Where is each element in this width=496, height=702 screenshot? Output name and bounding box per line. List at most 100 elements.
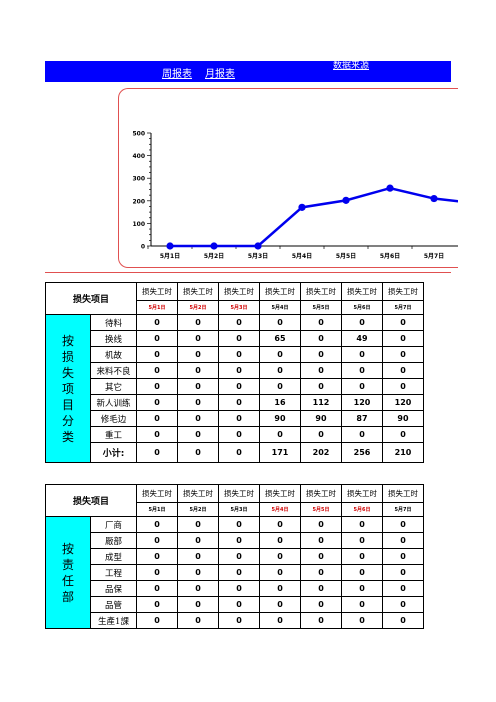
row-label: 厂商 bbox=[90, 516, 137, 533]
cell-value: 0 bbox=[300, 564, 342, 581]
cell-value: 0 bbox=[136, 378, 178, 395]
x-tick-label: 5月4日 bbox=[292, 252, 312, 260]
subtotal-value: 256 bbox=[341, 442, 383, 463]
column-header: 损失工时 bbox=[341, 484, 383, 503]
column-header: 损失工时 bbox=[259, 484, 301, 503]
cell-value: 0 bbox=[300, 314, 342, 331]
row-label: 修毛边 bbox=[90, 410, 137, 427]
cell-value: 0 bbox=[382, 330, 424, 347]
date-header: 5月3日 bbox=[218, 502, 260, 517]
date-header: 5月1日 bbox=[136, 300, 178, 315]
cell-value: 0 bbox=[136, 548, 178, 565]
cell-value: 0 bbox=[300, 612, 342, 629]
table-row: 其它 0 0 0 0 0 0 0 bbox=[46, 378, 424, 395]
cell-value: 0 bbox=[136, 580, 178, 597]
table-row: 修毛边 0 0 0 90 90 87 90 bbox=[46, 410, 424, 427]
cell-value: 0 bbox=[177, 410, 219, 427]
loss-by-item-table: 损失项目 损失工时 损失工时 损失工时 损失工时 损失工时 损失工时 损失工时 5月1日 5月2日… bbox=[45, 282, 424, 463]
cell-value: 0 bbox=[341, 548, 383, 565]
cell-value: 0 bbox=[259, 362, 301, 379]
cell-value: 0 bbox=[177, 516, 219, 533]
cell-value: 0 bbox=[382, 612, 424, 629]
x-tick-label: 5月3日 bbox=[248, 252, 268, 260]
cell-value: 0 bbox=[177, 330, 219, 347]
cell-value: 0 bbox=[177, 548, 219, 565]
category-label: 按损失项目分类 bbox=[45, 314, 91, 463]
data-point bbox=[298, 203, 306, 211]
cell-value: 0 bbox=[259, 346, 301, 363]
cell-value: 0 bbox=[136, 330, 178, 347]
cell-value: 0 bbox=[218, 596, 260, 613]
cell-value: 120 bbox=[341, 394, 383, 411]
cell-value: 0 bbox=[218, 580, 260, 597]
cell-value: 0 bbox=[136, 410, 178, 427]
table-row: 按责任部 厂商 0 0 0 0 0 0 0 bbox=[45, 516, 424, 629]
cell-value: 0 bbox=[300, 596, 342, 613]
cell-value: 0 bbox=[382, 564, 424, 581]
cell-value: 0 bbox=[259, 548, 301, 565]
cell-value: 0 bbox=[177, 314, 219, 331]
cell-value: 0 bbox=[341, 362, 383, 379]
cell-value: 0 bbox=[136, 516, 178, 533]
x-tick-label: 5月7日 bbox=[424, 252, 444, 260]
cell-value: 0 bbox=[177, 346, 219, 363]
table-row: 来料不良 0 0 0 0 0 0 0 bbox=[46, 362, 424, 379]
subtotal-value: 202 bbox=[300, 442, 342, 463]
row-label: 其它 bbox=[90, 378, 137, 395]
x-tick-label: 5月6日 bbox=[380, 252, 400, 260]
date-header: 5月4日 bbox=[259, 502, 301, 517]
cell-value: 0 bbox=[259, 612, 301, 629]
cell-value: 0 bbox=[218, 612, 260, 629]
cell-value: 0 bbox=[259, 532, 301, 549]
row-label: 机故 bbox=[90, 346, 137, 363]
chart-canvas: 0 100 200 300 400 500 5月1日 5月2日 5月3日 5月4日 5月5日 5月6日… bbox=[132, 131, 458, 260]
cell-value: 0 bbox=[300, 516, 342, 533]
y-tick-label: 100 bbox=[132, 221, 145, 228]
date-header: 5月7日 bbox=[382, 502, 424, 517]
cell-value: 0 bbox=[300, 330, 342, 347]
cell-value: 0 bbox=[218, 532, 260, 549]
cell-value: 90 bbox=[259, 410, 301, 427]
cell-value: 0 bbox=[300, 548, 342, 565]
x-tick-label: 5月1日 bbox=[160, 252, 180, 260]
table-row: 按损失项目分类 待料 0 0 0 0 0 0 0 bbox=[45, 314, 424, 463]
y-tick-label: 200 bbox=[132, 198, 145, 205]
loss-by-department-table: 损失项目 损失工时 损失工时 损失工时 损失工时 损失工时 损失工时 损失工时 5月1日 5月2日… bbox=[45, 484, 424, 629]
row-label: 品管 bbox=[90, 596, 137, 613]
cell-value: 0 bbox=[136, 596, 178, 613]
column-header: 损失工时 bbox=[382, 282, 424, 301]
cell-value: 0 bbox=[177, 596, 219, 613]
date-header: 5月1日 bbox=[136, 502, 178, 517]
week-report-link[interactable]: 周报表 bbox=[162, 69, 192, 80]
cell-value: 0 bbox=[382, 548, 424, 565]
month-report-link[interactable]: 月报表 bbox=[205, 69, 235, 80]
cell-value: 0 bbox=[382, 516, 424, 533]
cell-value: 0 bbox=[259, 596, 301, 613]
cell-value: 0 bbox=[382, 362, 424, 379]
data-source-link[interactable]: 数据来源 bbox=[333, 61, 370, 71]
row-label: 新人训练 bbox=[90, 394, 137, 411]
cell-value: 0 bbox=[341, 580, 383, 597]
subtotal-row: 小计: 0 0 0 171 202 256 210 bbox=[46, 442, 424, 463]
date-header: 5月7日 bbox=[382, 300, 424, 315]
category-text: 按责任部 bbox=[61, 541, 74, 604]
x-tick-label: 5月5日 bbox=[336, 252, 356, 260]
subtotal-value: 0 bbox=[218, 442, 260, 463]
cell-value: 0 bbox=[218, 314, 260, 331]
date-header: 5月6日 bbox=[341, 300, 383, 315]
date-header: 5月5日 bbox=[300, 502, 342, 517]
data-point bbox=[254, 242, 262, 250]
cell-value: 0 bbox=[382, 532, 424, 549]
cell-value: 0 bbox=[341, 426, 383, 443]
data-point bbox=[430, 194, 438, 203]
cell-value: 90 bbox=[382, 410, 424, 427]
date-header: 5月6日 bbox=[341, 502, 383, 517]
row-label: 成型 bbox=[90, 548, 137, 565]
category-label: 按责任部 bbox=[45, 516, 91, 629]
column-header: 损失工时 bbox=[259, 282, 301, 301]
y-tick-label: 0 bbox=[141, 244, 145, 251]
cell-value: 0 bbox=[382, 346, 424, 363]
cell-value: 0 bbox=[218, 346, 260, 363]
row-label: 工程 bbox=[90, 564, 137, 581]
cell-value: 0 bbox=[177, 426, 219, 443]
